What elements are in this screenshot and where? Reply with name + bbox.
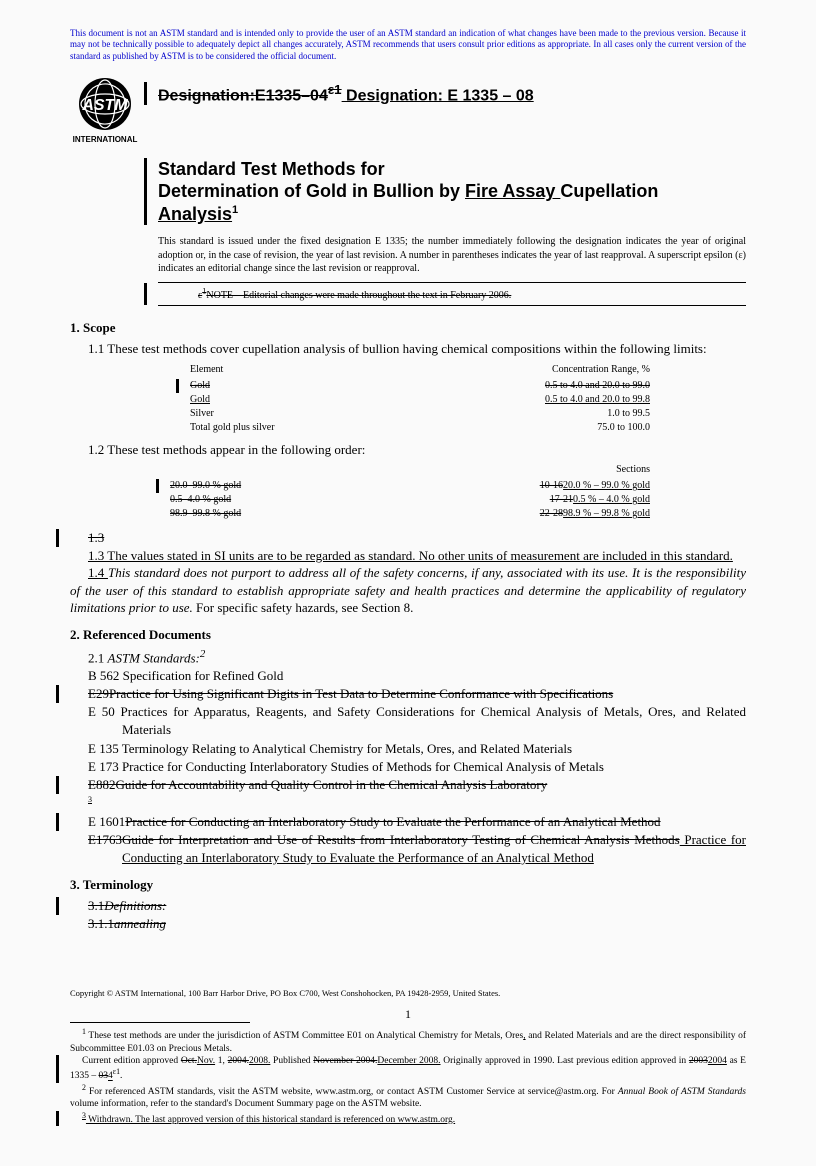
t1-r4a: Total gold plus silver <box>190 421 275 435</box>
t2-r3b-new: 98.9 % – 99.8 % gold <box>563 508 650 519</box>
ref-e1601-a: E 1601 <box>88 814 125 829</box>
title-line2a: Determination of Gold in Bullion by <box>158 181 465 201</box>
title-line2b: Fire Assay <box>465 181 560 201</box>
s3-1-italic: Definitions: <box>104 898 166 913</box>
fn1a: These test methods are under the jurisdi… <box>86 1031 523 1041</box>
s3-1: 3.1 <box>88 898 104 913</box>
t2-r1b-old: 10-16 <box>540 480 563 491</box>
ref-e1763-b: Guide for Interpretation and Use of Resu… <box>122 832 680 847</box>
ref-e50: E 50 Practices for Apparatus, Reagents, … <box>70 703 746 739</box>
t2-r2b-new: 0.5 % – 4.0 % gold <box>573 494 650 505</box>
t1-r3b: 1.0 to 99.5 <box>607 407 650 421</box>
section-1-head: 1. Scope <box>70 320 746 336</box>
ref-e882-a: E882 <box>88 777 115 792</box>
s2-1-lead: 2.1 <box>88 650 108 665</box>
fn1b-sup: ε1 <box>113 1067 120 1076</box>
editorial-label: NOTE— <box>206 290 243 301</box>
designation-line: Designation:E1335–04ε1 Designation: E 13… <box>158 82 534 105</box>
fn1b-pub: Published <box>270 1056 313 1066</box>
fn1b-s1: Oct. <box>181 1056 197 1066</box>
section-3-head: 3. Terminology <box>70 877 746 893</box>
ref-e1763-a: E1763 <box>88 832 122 847</box>
fn1b-end: . <box>120 1072 122 1082</box>
para-1-2: 1.2 These test methods appear in the fol… <box>70 441 746 459</box>
copyright-line: Copyright © ASTM International, 100 Barr… <box>70 988 746 998</box>
astm-logo: ASTM INTERNATIONAL <box>70 76 140 148</box>
designation-old: Designation:E1335–04 <box>158 87 328 104</box>
t2-r2b-old: 17-21 <box>550 494 573 505</box>
section-2-head: 2. Referenced Documents <box>70 627 746 643</box>
fn1b-mid: 1, <box>215 1056 228 1066</box>
fn1b-s5: 03 <box>99 1072 109 1082</box>
para-1-3-old: 1.3 <box>88 530 104 545</box>
t1-h2: Concentration Range, % <box>552 364 650 375</box>
ref-b562: B 562 Specification for Refined Gold <box>70 667 746 685</box>
fn1b-orig: Originally approved in 1990. Last previo… <box>441 1056 689 1066</box>
fn1b-u1: Nov. <box>197 1056 215 1066</box>
s2-1-sup: 2 <box>200 648 205 660</box>
fn1b-s3: November 2004. <box>313 1056 377 1066</box>
t1-r2b: 0.5 to 4.0 and 20.0 to 99.8 <box>545 393 650 407</box>
para-1-3: 1.3 The values stated in SI units are to… <box>88 548 733 563</box>
title-block: Standard Test Methods for Determination … <box>158 158 746 226</box>
composition-table: Element Concentration Range, % Gold 0.5 … <box>190 364 650 435</box>
issuance-note: This standard is issued under the fixed … <box>158 235 746 276</box>
t1-h1: Element <box>190 364 223 375</box>
s3-1-1: 3.1.1 <box>88 916 114 931</box>
editorial-note: ε1NOTE—Editorial changes were made throu… <box>158 282 746 306</box>
fn2b: Annual Book of ASTM Standards <box>618 1087 746 1097</box>
designation-new: Designation: E 1335 – 08 <box>342 87 534 104</box>
s2-1-italic: ASTM Standards: <box>108 650 200 665</box>
fn2a: For referenced ASTM standards, visit the… <box>86 1087 618 1097</box>
references-list: B 562 Specification for Refined Gold E29… <box>70 667 746 867</box>
footnotes-rule <box>70 1022 250 1023</box>
sections-table: Sections 20.0–99.0 % gold 10-1620.0 % – … <box>170 464 650 521</box>
ref-e135: E 135 Terminology Relating to Analytical… <box>70 740 746 758</box>
header-row: ASTM INTERNATIONAL Designation:E1335–04ε… <box>70 76 746 148</box>
svg-text:INTERNATIONAL: INTERNATIONAL <box>73 135 138 144</box>
t1-r2a: Gold <box>190 393 210 407</box>
t1-r3a: Silver <box>190 407 214 421</box>
t2-r1a: 20.0–99.0 % gold <box>170 479 241 493</box>
ref-e29-a: E29 <box>88 686 109 701</box>
fn1b-s2: 2004. <box>228 1056 249 1066</box>
title-line1: Standard Test Methods for <box>158 159 385 179</box>
t1-r1b: 0.5 to 4.0 and 20.0 to 99.0 <box>545 379 650 393</box>
title-line3: Analysis <box>158 204 232 224</box>
svg-text:ASTM: ASTM <box>81 97 128 114</box>
fn3: Withdrawn. The last approved version of … <box>86 1115 455 1125</box>
footnotes: 1 These test methods are under the juris… <box>70 1027 746 1126</box>
ref-e882-b: Guide for Accountability and Quality Con… <box>115 777 547 792</box>
ref-e173: E 173 Practice for Conducting Interlabor… <box>70 758 746 776</box>
para-1-4-tail: For specific safety hazards, see Section… <box>193 600 414 615</box>
title-line2c: Cupellation <box>560 181 658 201</box>
t1-r1a: Gold <box>190 379 210 393</box>
title-sup: 1 <box>232 204 238 216</box>
fn1b-u3: December 2008. <box>377 1056 440 1066</box>
t2-r3b-old: 22-28 <box>540 508 563 519</box>
page-number: 1 <box>0 1007 816 1022</box>
fn1b-lead: Current edition approved <box>82 1056 181 1066</box>
fn1b-s4: 2003 <box>689 1056 708 1066</box>
t2-h: Sections <box>616 464 650 475</box>
t2-r1b-new: 20.0 % – 99.0 % gold <box>563 480 650 491</box>
fn3-marker: 3 <box>88 795 92 804</box>
editorial-text: Editorial changes were made throughout t… <box>243 290 511 301</box>
fn2c: volume information, refer to the standar… <box>70 1099 422 1109</box>
fn1b-u2: 2008. <box>249 1056 270 1066</box>
designation-old-sup: ε1 <box>328 82 342 97</box>
para-1-1: 1.1 These test methods cover cupellation… <box>70 340 746 358</box>
t2-r3a: 98.9–99.8 % gold <box>170 507 241 521</box>
s3-1-1-italic: annealing <box>114 916 166 931</box>
fn1b-u4: 2004 <box>708 1056 727 1066</box>
ref-e1601-b: Practice for Conducting an Interlaborato… <box>125 814 660 829</box>
ref-e29-b: Practice for Using Significant Digits in… <box>109 686 613 701</box>
t2-r2a: 0.5–4.0 % gold <box>170 493 231 507</box>
para-1-4-lead: 1.4 <box>88 565 108 580</box>
disclaimer-text: This document is not an ASTM standard an… <box>70 28 746 62</box>
t1-r4b: 75.0 to 100.0 <box>597 421 650 435</box>
